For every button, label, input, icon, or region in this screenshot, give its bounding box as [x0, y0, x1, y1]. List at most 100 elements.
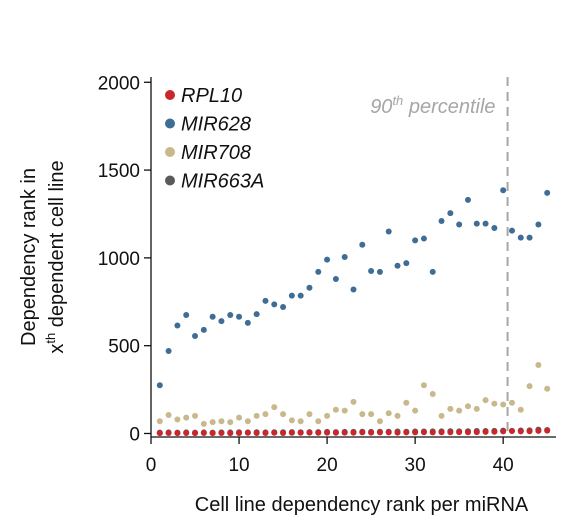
point-mir628 [288, 292, 295, 299]
y-tick-label: 1000 [98, 249, 140, 270]
point-rpl10 [473, 429, 480, 436]
percentile-superscript: th [392, 93, 403, 108]
point-mir628 [500, 187, 507, 194]
point-rpl10 [359, 429, 366, 436]
point-mir628 [464, 196, 471, 203]
point-mir628 [376, 268, 383, 275]
y-axis-title-x: x [46, 344, 68, 354]
point-rpl10 [385, 429, 392, 436]
point-mir708 [350, 398, 357, 405]
point-mir708 [491, 400, 498, 407]
point-rpl10 [429, 429, 436, 436]
point-rpl10 [535, 427, 542, 434]
point-mir628 [508, 227, 515, 234]
percentile-number: 90 [370, 96, 392, 118]
point-mir628 [227, 311, 234, 318]
point-mir628 [209, 313, 216, 320]
x-tick-label: 30 [405, 455, 426, 476]
percentile-word: percentile [403, 96, 495, 118]
point-mir708 [412, 407, 419, 414]
point-rpl10 [297, 429, 304, 436]
point-rpl10 [420, 429, 427, 436]
point-mir708 [429, 390, 436, 397]
point-mir708 [306, 411, 313, 418]
point-mir708 [464, 403, 471, 410]
point-mir708 [200, 420, 207, 427]
point-mir708 [332, 406, 339, 413]
point-rpl10 [456, 429, 463, 436]
point-mir708 [385, 410, 392, 417]
point-mir708 [253, 412, 260, 419]
point-mir628 [156, 382, 163, 389]
point-rpl10 [209, 430, 216, 437]
point-mir628 [535, 221, 542, 228]
point-mir708 [341, 407, 348, 414]
legend-marker-mir663a [165, 175, 175, 186]
point-rpl10 [447, 429, 454, 436]
point-mir708 [174, 416, 181, 423]
point-mir628 [200, 326, 207, 333]
point-mir628 [438, 218, 445, 224]
point-rpl10 [526, 428, 533, 435]
point-mir708 [165, 412, 172, 419]
point-rpl10 [482, 428, 489, 435]
point-rpl10 [236, 429, 243, 436]
point-mir708 [227, 419, 234, 426]
point-mir708 [297, 418, 304, 425]
data-points [156, 187, 551, 437]
point-rpl10 [306, 429, 313, 436]
point-mir708 [544, 385, 551, 392]
y-axis-title-line1: Dependency rank in [18, 168, 40, 346]
point-mir628 [262, 297, 269, 304]
point-mir708 [500, 401, 507, 408]
point-mir628 [491, 225, 498, 232]
point-rpl10 [376, 429, 383, 436]
legend-marker-mir708 [165, 147, 175, 157]
point-mir708 [508, 399, 515, 406]
point-rpl10 [262, 429, 269, 436]
legend-marker-mir628 [165, 118, 175, 129]
point-mir628 [359, 241, 366, 248]
point-rpl10 [544, 427, 551, 434]
point-rpl10 [192, 430, 199, 437]
point-mir708 [376, 418, 383, 425]
point-mir628 [473, 220, 480, 227]
point-rpl10 [315, 429, 322, 436]
point-mir628 [350, 286, 357, 293]
point-rpl10 [218, 429, 225, 436]
point-mir708 [236, 414, 243, 421]
point-mir628 [412, 237, 419, 244]
y-axis-title-line2: xth dependent cell line [43, 160, 68, 353]
point-mir628 [192, 333, 199, 340]
point-mir628 [218, 318, 225, 325]
point-rpl10 [244, 429, 251, 436]
legend-label-mir628: MIR628 [181, 114, 251, 136]
point-mir708 [271, 404, 278, 411]
point-mir708 [473, 405, 480, 412]
point-rpl10 [288, 429, 295, 436]
point-mir708 [526, 383, 533, 390]
y-tick-label: 2000 [98, 73, 140, 94]
legend: RPL10 MIR628 MIR708 MIR663A [165, 85, 264, 193]
point-mir708 [394, 412, 401, 419]
y-tick-label: 500 [108, 337, 140, 358]
point-mir628 [236, 313, 243, 320]
point-rpl10 [253, 429, 260, 436]
y-axis-title-sup: th [43, 333, 58, 344]
point-mir708 [535, 362, 542, 368]
point-mir628 [280, 304, 287, 311]
point-rpl10 [324, 429, 331, 436]
legend-label-mir708: MIR708 [181, 142, 251, 164]
point-mir628 [244, 319, 251, 326]
point-mir708 [324, 412, 331, 419]
axes [150, 77, 556, 438]
point-rpl10 [508, 428, 515, 435]
point-mir708 [420, 382, 427, 389]
point-mir628 [174, 322, 181, 329]
point-mir708 [456, 407, 463, 414]
point-mir708 [280, 411, 287, 418]
point-mir628 [526, 234, 533, 241]
point-mir708 [218, 418, 225, 425]
point-rpl10 [156, 430, 163, 437]
